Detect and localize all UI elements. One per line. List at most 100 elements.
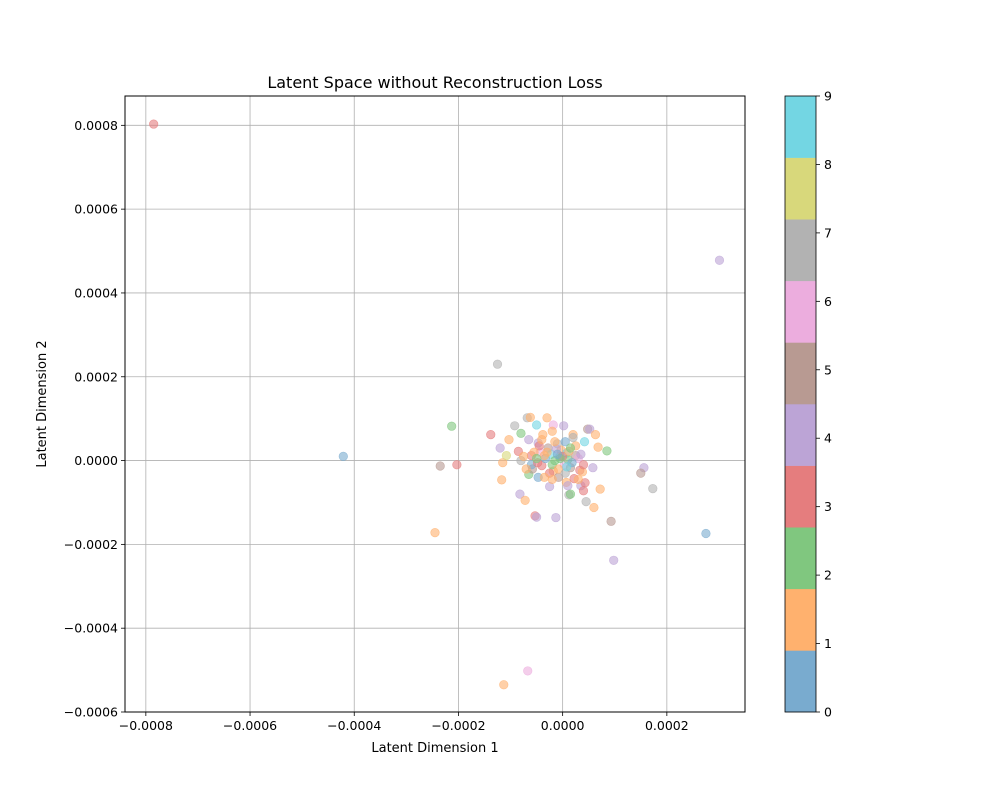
x-axis-label: Latent Dimension 1 bbox=[371, 741, 498, 756]
scatter-point bbox=[492, 359, 503, 369]
scatter-point bbox=[525, 412, 535, 423]
x-tick-label: −0.0006 bbox=[223, 718, 277, 733]
colorbar-segment bbox=[785, 404, 816, 466]
colorbar-segment bbox=[785, 650, 816, 713]
y-tick-label: −0.0006 bbox=[64, 705, 118, 720]
colorbar-segment bbox=[785, 96, 816, 158]
scatter-point bbox=[524, 435, 534, 445]
x-axis-ticks: −0.0008 −0.0006 −0.0004 −0.0002 0.0000 0.0002 bbox=[119, 712, 689, 733]
scatter-point bbox=[595, 484, 605, 494]
scatter-point bbox=[531, 453, 542, 464]
colorbar-frame bbox=[784, 95, 817, 713]
scatter-point bbox=[602, 446, 612, 456]
y-tick-label: 0.0004 bbox=[74, 285, 118, 300]
scatter-point bbox=[430, 528, 440, 538]
x-tick-label: −0.0004 bbox=[327, 718, 381, 733]
scatter-point bbox=[435, 461, 445, 471]
scatter-point bbox=[149, 119, 159, 129]
scatter-point bbox=[578, 486, 589, 496]
colorbar bbox=[784, 95, 817, 713]
scatter-point bbox=[589, 502, 599, 513]
scatter-point bbox=[498, 458, 508, 468]
scatter-point bbox=[537, 435, 547, 445]
colorbar-segment bbox=[785, 280, 816, 343]
scatter-point bbox=[552, 449, 563, 459]
scatter-point bbox=[521, 464, 531, 474]
scatter-point bbox=[578, 460, 589, 470]
colorbar-tick-label: 3 bbox=[824, 499, 832, 514]
scatter-point bbox=[562, 462, 572, 472]
scatter-point bbox=[573, 474, 583, 485]
colorbar-tick-label: 6 bbox=[824, 294, 832, 309]
scatter-point bbox=[581, 497, 591, 507]
y-tick-label: 0.0002 bbox=[74, 369, 118, 384]
scatter-point bbox=[547, 474, 557, 485]
scatter-point bbox=[495, 443, 505, 453]
x-tick-label: −0.0002 bbox=[431, 718, 485, 733]
scatter-point bbox=[338, 451, 348, 461]
scatter-point bbox=[714, 255, 725, 265]
scatter-point bbox=[550, 437, 560, 447]
scatter-point bbox=[565, 489, 576, 499]
colorbar-segment bbox=[785, 527, 816, 590]
scatter-point bbox=[504, 435, 514, 445]
x-tick-label: −0.0008 bbox=[119, 718, 173, 733]
y-tick-label: 0.0008 bbox=[74, 118, 118, 133]
scatter-point bbox=[606, 516, 616, 526]
scatter-point bbox=[609, 555, 619, 565]
y-tick-label: 0.0006 bbox=[74, 202, 118, 217]
scatter-point bbox=[499, 680, 509, 690]
scatter-point bbox=[568, 432, 578, 443]
colorbar-tick-label: 0 bbox=[824, 705, 832, 720]
colorbar-tick-label: 9 bbox=[824, 89, 832, 104]
colorbar-tick-label: 7 bbox=[824, 225, 832, 240]
scatter-point bbox=[531, 512, 542, 522]
x-tick-label: 0.0000 bbox=[541, 718, 585, 733]
colorbar-tick-label: 8 bbox=[824, 157, 832, 172]
colorbar-tick-label: 4 bbox=[824, 431, 832, 446]
scatter-point bbox=[515, 489, 525, 499]
scatter-point bbox=[579, 437, 590, 447]
colorbar-tick-label: 2 bbox=[824, 568, 832, 583]
colorbar-ticks: 0 1 2 3 4 5 6 7 8 9 bbox=[816, 89, 832, 720]
chart-title: Latent Space without Reconstruction Loss bbox=[267, 73, 602, 92]
x-tick-label: 0.0002 bbox=[645, 718, 689, 733]
scatter-point bbox=[497, 475, 507, 485]
y-axis-ticks: −0.0006 −0.0004 −0.0002 0.0000 0.0002 0.0004 0… bbox=[64, 118, 125, 720]
colorbar-segment bbox=[785, 588, 816, 651]
colorbar-segment bbox=[785, 219, 816, 282]
scatter-point bbox=[501, 450, 511, 461]
scatter-point bbox=[542, 413, 552, 423]
scatter-point bbox=[516, 428, 526, 438]
scatter-point bbox=[523, 666, 533, 676]
colorbar-tick-label: 1 bbox=[824, 636, 832, 651]
scatter-point bbox=[559, 421, 569, 431]
scatter-point bbox=[531, 420, 542, 430]
scatter-point bbox=[551, 512, 561, 523]
scatter-point bbox=[452, 460, 462, 470]
scatter-point bbox=[520, 495, 530, 505]
scatter-point bbox=[486, 429, 496, 440]
scatter-point bbox=[539, 472, 550, 482]
scatter-point bbox=[447, 421, 457, 431]
scatter-point bbox=[542, 447, 552, 457]
scatter-point bbox=[563, 481, 573, 491]
scatter-point bbox=[576, 449, 586, 459]
scatter-point bbox=[585, 424, 595, 434]
scatter-point bbox=[588, 463, 598, 473]
colorbar-segment bbox=[785, 342, 816, 405]
colorbar-segment bbox=[785, 465, 816, 528]
scatter-point bbox=[518, 451, 529, 461]
scatter-points bbox=[149, 119, 725, 690]
scatter-point bbox=[565, 443, 576, 453]
scatter-point bbox=[701, 528, 711, 539]
scatter-point bbox=[593, 442, 603, 452]
scatter-point bbox=[648, 484, 658, 494]
y-axis-label: Latent Dimension 2 bbox=[35, 340, 50, 467]
colorbar-segment bbox=[785, 157, 816, 220]
y-tick-label: −0.0002 bbox=[64, 537, 118, 552]
y-tick-label: 0.0000 bbox=[74, 453, 118, 468]
